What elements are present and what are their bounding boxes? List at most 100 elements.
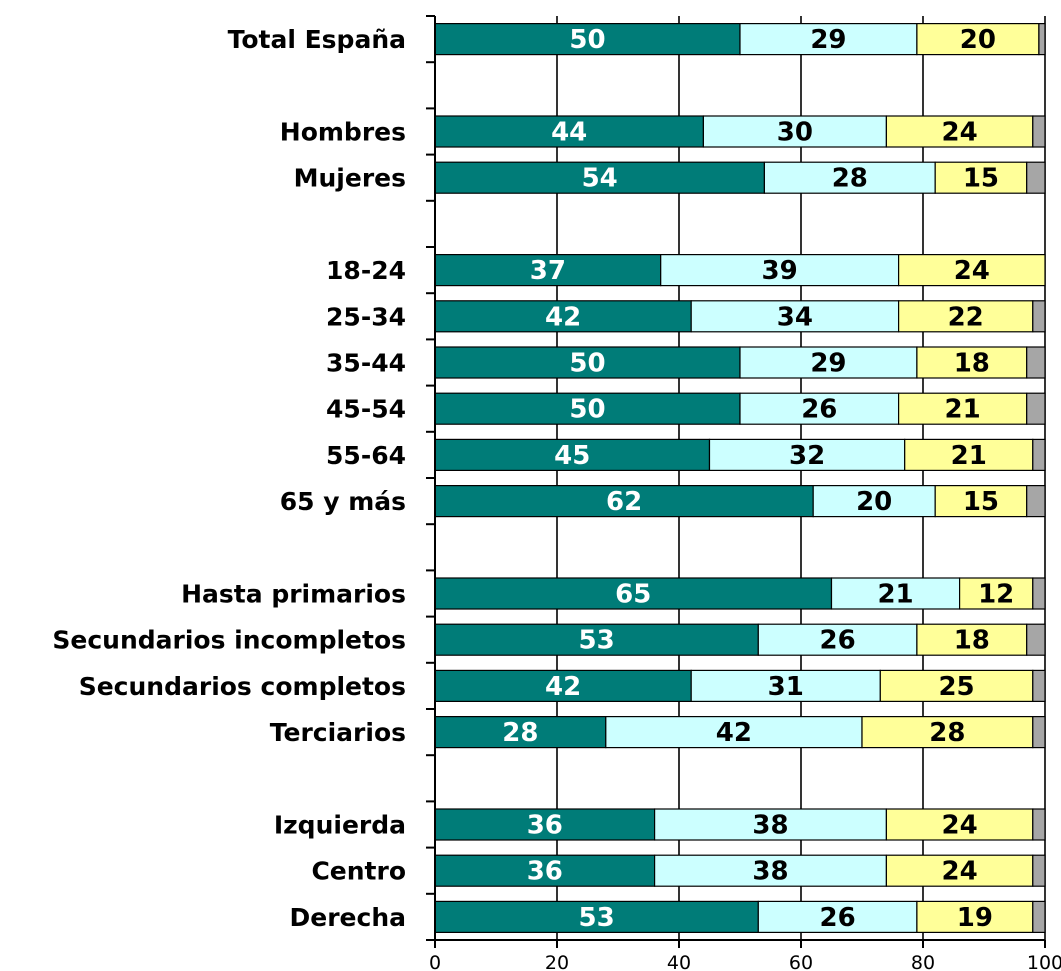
- data-label: 24: [954, 256, 990, 286]
- data-label: 29: [810, 349, 846, 379]
- bar-segment: [605, 715, 863, 749]
- bar-segment: [1032, 854, 1046, 887]
- data-label: 20: [856, 487, 892, 517]
- bar-segment: [830, 577, 961, 610]
- data-label: 45: [554, 441, 590, 471]
- category-label: 25-34: [326, 302, 406, 331]
- data-label: 50: [569, 395, 605, 425]
- data-label: 15: [963, 164, 999, 194]
- bar-segment: [702, 115, 888, 148]
- data-label: 54: [582, 164, 618, 194]
- bar-segment: [1026, 161, 1046, 194]
- category-label: Derecha: [290, 903, 406, 932]
- data-label: 38: [752, 811, 788, 841]
- bar-segment: [1032, 808, 1046, 841]
- data-label: 24: [942, 811, 978, 841]
- data-label: 28: [502, 718, 538, 748]
- category-label: 18-24: [326, 256, 406, 285]
- data-label: 25: [938, 672, 974, 702]
- bar-segment: [653, 854, 887, 887]
- data-label: 31: [768, 672, 804, 702]
- bar-segment: [897, 392, 1028, 425]
- category-label: 65 y más: [280, 487, 406, 516]
- axes: Total España Hombres Mujeres 18-24 25-34 35-4…: [52, 15, 1061, 971]
- data-label: 38: [752, 857, 788, 887]
- data-label: 26: [820, 626, 856, 656]
- data-label: 34: [777, 302, 813, 332]
- bar-segment: [434, 161, 765, 194]
- data-label: 24: [942, 118, 978, 148]
- data-label: 26: [801, 395, 837, 425]
- x-tick-label: 100: [1027, 952, 1061, 971]
- x-tick-label: 80: [911, 952, 935, 971]
- bar-segment: [708, 438, 906, 471]
- bar-segment: [897, 300, 1034, 333]
- bar-segment: [1038, 23, 1046, 56]
- category-label: Terciarios: [270, 718, 406, 747]
- category-label: 55-64: [326, 441, 406, 470]
- data-label: 12: [978, 580, 1014, 610]
- data-label: 28: [929, 718, 965, 748]
- category-label: Izquierda: [274, 811, 406, 840]
- data-label: 62: [606, 487, 642, 517]
- data-label: 42: [545, 672, 581, 702]
- data-label: 21: [945, 395, 981, 425]
- data-label: 32: [789, 441, 825, 471]
- data-label: 65: [615, 580, 651, 610]
- grid-lines: [556, 16, 1046, 940]
- bar-segment: [904, 438, 1034, 471]
- bar-segment: [958, 577, 1034, 610]
- bar-segment: [434, 392, 741, 425]
- data-label: 30: [777, 118, 813, 148]
- category-label: Secundarios incompletos: [52, 626, 406, 655]
- bar-segment: [1032, 900, 1046, 934]
- x-tick-label: 60: [789, 952, 813, 971]
- bar-segment: [1026, 346, 1046, 379]
- data-label: 15: [963, 487, 999, 517]
- data-label: 42: [545, 302, 581, 332]
- bar-segment: [1032, 115, 1046, 148]
- bar-group: 50 29 20 44 30 24 54 28 15 37 39 24 42 34 22 50 29 18 50 26…: [434, 23, 1046, 934]
- bar-segment: [885, 808, 1034, 841]
- bar-segment: [739, 346, 918, 379]
- data-label: 50: [569, 25, 605, 55]
- bar-segment: [660, 254, 900, 287]
- data-label: 53: [579, 626, 615, 656]
- data-label: 18: [954, 349, 990, 379]
- data-label: 19: [957, 903, 993, 933]
- bar-segment: [1026, 623, 1046, 656]
- bar-segment: [916, 23, 1040, 56]
- bar-segment: [690, 669, 881, 703]
- x-tick-label: 0: [429, 952, 441, 971]
- bar-segment: [879, 669, 1034, 703]
- data-label: 37: [530, 256, 566, 286]
- category-label: 35-44: [326, 349, 406, 378]
- bar-segment: [757, 623, 918, 656]
- bar-segment: [934, 161, 1028, 194]
- bar-segment: [812, 485, 936, 518]
- data-label: 50: [569, 349, 605, 379]
- category-label: Secundarios completos: [79, 672, 406, 701]
- bar-segment: [1032, 300, 1046, 333]
- bar-segment: [434, 346, 741, 379]
- x-tick-label: 40: [667, 952, 691, 971]
- bar-segment: [434, 577, 833, 610]
- data-label: 36: [527, 811, 563, 841]
- bar-segment: [1032, 577, 1046, 610]
- data-label: 20: [960, 25, 996, 55]
- bar-segment: [916, 346, 1028, 379]
- category-label: Centro: [311, 857, 406, 886]
- bar-segment: [434, 438, 711, 471]
- data-label: 21: [951, 441, 987, 471]
- bar-segment: [739, 392, 900, 425]
- category-label: Hombres: [280, 118, 406, 147]
- data-label: 22: [948, 302, 984, 332]
- bar-segment: [1032, 715, 1046, 749]
- data-label: 44: [551, 118, 587, 148]
- bar-segment: [1026, 392, 1046, 425]
- data-label: 42: [716, 718, 752, 748]
- bar-segment: [934, 485, 1028, 518]
- bar-segment: [434, 23, 741, 56]
- category-label: Total España: [228, 25, 406, 54]
